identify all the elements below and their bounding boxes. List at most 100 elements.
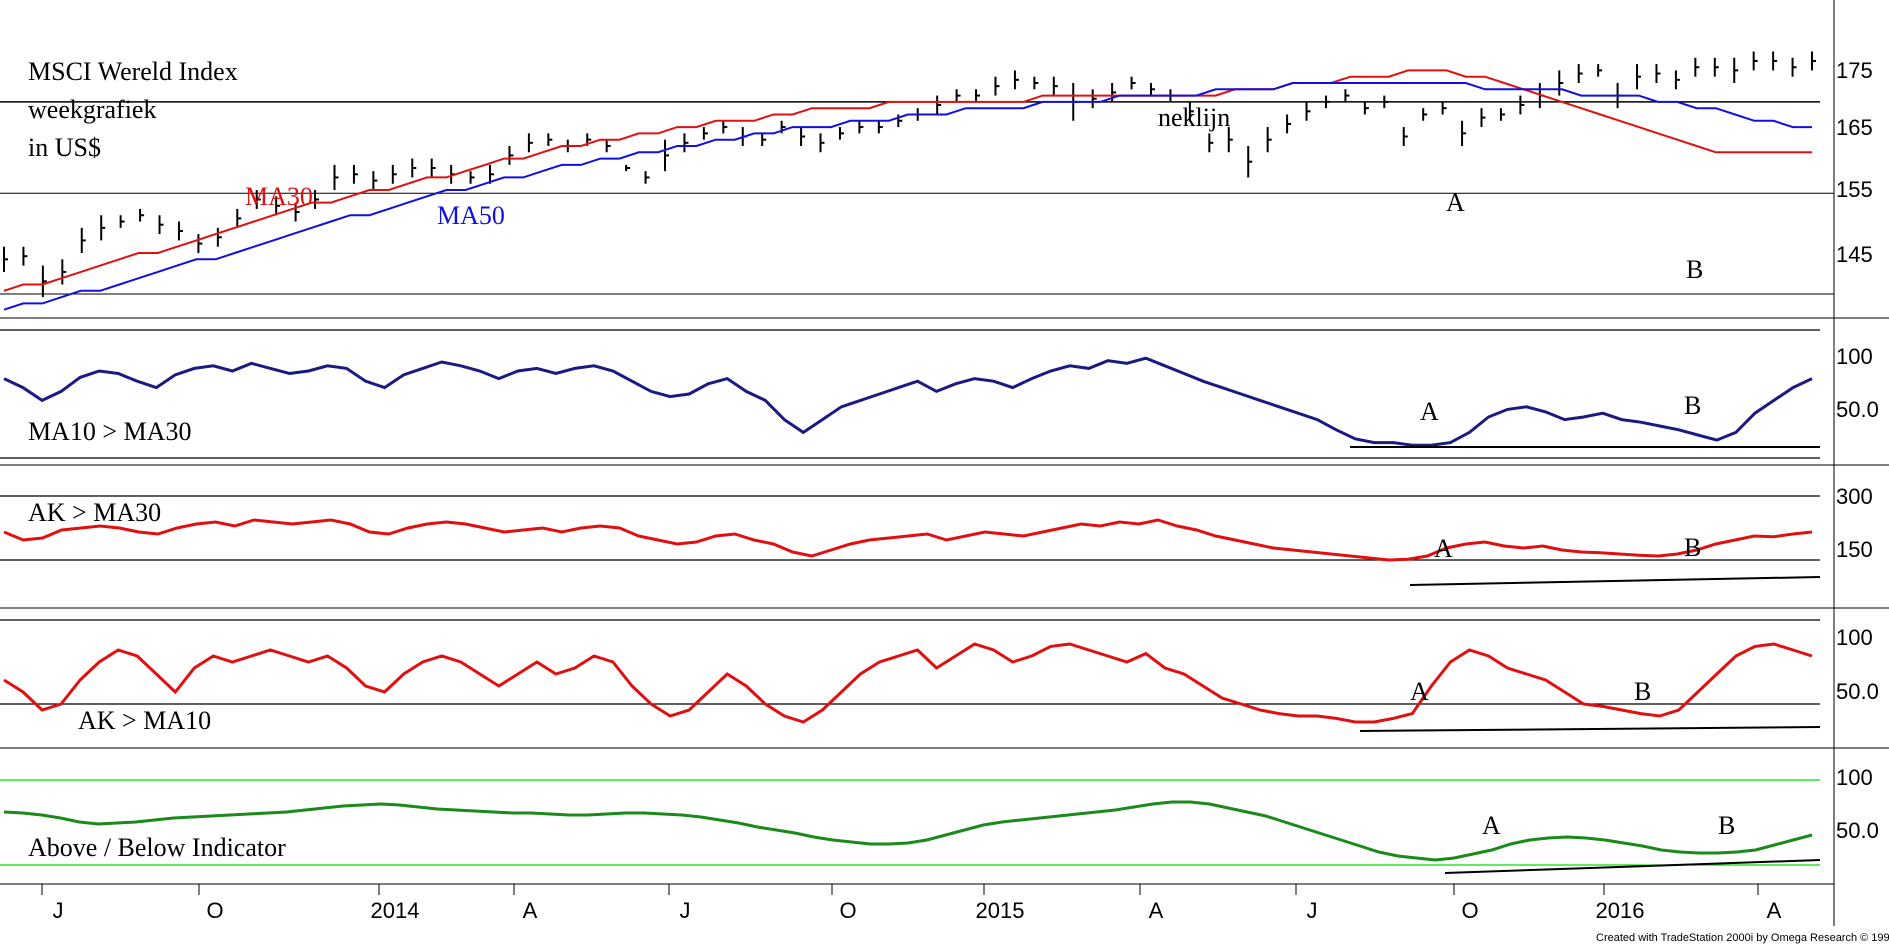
credit-text: Created with TradeStation 2000i by Omega… (1596, 932, 1889, 944)
price-bar (22, 246, 28, 266)
price-panel (0, 51, 1834, 311)
price-bar (411, 158, 417, 178)
price-bar (508, 145, 514, 165)
x-axis: J O 2014 A J O 2015 A J O 2016 A (41, 884, 1782, 923)
price-bar (275, 196, 281, 216)
x-tick-label: A (1149, 898, 1164, 923)
y-tick-above-below-100: 100 (1836, 765, 1873, 790)
price-bar (1150, 82, 1156, 96)
price-bar (605, 139, 611, 153)
price-bar (1772, 51, 1778, 71)
price-bar (1733, 57, 1739, 83)
price-bar (1188, 101, 1194, 121)
price-bar (61, 259, 67, 285)
y-tick-ak-ma30-150: 150 (1836, 537, 1873, 562)
ma10-ma30-label: MA10 > MA30 (28, 417, 191, 446)
price-bar (877, 120, 883, 134)
x-tick-label: J (680, 898, 691, 923)
price-bar (644, 171, 650, 184)
price-bar (1713, 57, 1719, 77)
ma10-ma30-point-a: A (1420, 397, 1439, 426)
price-bar (1208, 133, 1214, 153)
price-bar (333, 164, 339, 191)
price-bar (177, 221, 183, 241)
price-bar (838, 127, 844, 140)
price-bar (1499, 108, 1505, 121)
y-tick-price-165: 165 (1836, 115, 1873, 140)
price-bar (197, 234, 203, 254)
price-bar (1558, 70, 1564, 96)
ak-ma10-label: AK > MA10 (78, 706, 211, 735)
price-bar (955, 89, 961, 102)
price-bar (858, 120, 864, 134)
trend-line (1359, 726, 1821, 732)
price-bar (1811, 51, 1816, 71)
y-tick-above-below-50: 50.0 (1836, 818, 1879, 843)
price-bar (1461, 120, 1467, 146)
above-below-panel (0, 779, 1821, 874)
price-bar (41, 265, 47, 298)
price-bar (139, 208, 145, 222)
price-bar (216, 227, 222, 247)
price-bar (975, 89, 981, 102)
price-bar (1266, 127, 1272, 153)
price-bar (430, 158, 436, 178)
price-bar (663, 139, 669, 172)
x-tick-label: O (839, 898, 856, 923)
price-bar (1091, 89, 1097, 109)
price-point-b: B (1686, 255, 1703, 284)
chart-title-line2: weekgrafiek (28, 95, 156, 124)
price-bar (314, 190, 320, 209)
price-bar (1694, 57, 1700, 77)
price-bar (1305, 101, 1311, 121)
price-bar (702, 127, 708, 140)
ak-ma30-point-a: A (1434, 534, 1453, 563)
price-bar (936, 95, 942, 115)
y-tick-ak-ma10-100: 100 (1836, 625, 1873, 650)
above-below-label: Above / Below Indicator (28, 833, 286, 862)
neklijn-label: neklijn (1158, 103, 1230, 132)
price-bar (527, 133, 533, 153)
y-tick-price-145: 145 (1836, 242, 1873, 267)
above-below-line (3, 800, 1813, 862)
price-bar (722, 120, 728, 134)
price-bar (80, 227, 86, 254)
ma10-ma30-panel (0, 329, 1820, 459)
ak-ma30-label: AK > MA30 (28, 498, 161, 527)
chart-title-line3: in US$ (28, 133, 101, 162)
ma30-line (3, 69, 1812, 292)
ak-ma30-line (3, 518, 1813, 562)
y-tick-ak-ma30-300: 300 (1836, 484, 1873, 509)
price-bar (547, 133, 553, 146)
price-bar (625, 164, 631, 172)
price-bar (1013, 70, 1019, 90)
price-bar (3, 246, 8, 272)
price-bar (800, 127, 806, 146)
price-bar (897, 114, 903, 128)
price-bar (100, 215, 106, 241)
above-below-point-a: A (1482, 811, 1501, 840)
price-bar (1441, 101, 1447, 115)
price-bar (1422, 108, 1428, 121)
price-bar (1519, 95, 1525, 115)
price-bar (683, 133, 689, 153)
price-bar (819, 133, 825, 153)
price-bar (469, 171, 475, 184)
price-bar (1655, 64, 1661, 83)
x-tick-label: O (206, 898, 223, 923)
price-bar (1286, 114, 1292, 134)
price-bar (158, 215, 164, 235)
ak-ma30-point-b: B (1684, 533, 1701, 562)
ak-ma10-point-a: A (1410, 677, 1429, 706)
price-bar (1130, 76, 1136, 90)
price-bar (236, 208, 242, 228)
price-bar (1227, 127, 1233, 153)
ak-ma10-point-b: B (1634, 677, 1651, 706)
x-tick-label: 2016 (1596, 898, 1645, 923)
y-tick-price-155: 155 (1836, 177, 1873, 202)
trend-line (1409, 576, 1821, 586)
trend-line (1444, 859, 1821, 874)
price-bar (372, 171, 378, 191)
x-tick-label: J (1307, 898, 1318, 923)
